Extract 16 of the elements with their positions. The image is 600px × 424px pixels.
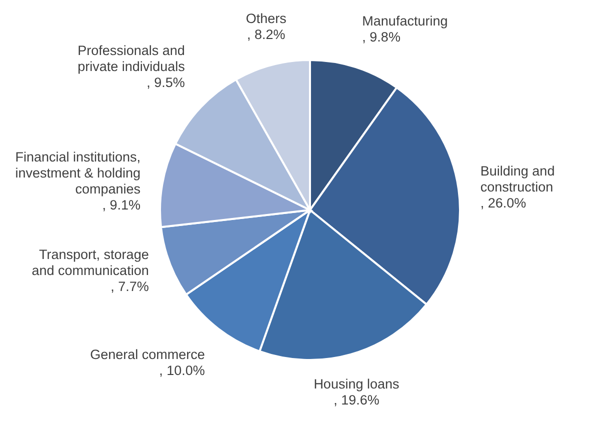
slice-label: Financial institutions, investment & holding companies: [15, 149, 141, 196]
slice-label: General commerce: [90, 346, 205, 362]
slice-label: Building and construction: [480, 163, 555, 194]
data-label: , 7.7%: [110, 278, 149, 294]
slice-label: Professionals and private individuals: [78, 43, 186, 74]
slice-label: Housing loans: [314, 376, 400, 392]
data-label: , 26.0%: [480, 195, 526, 210]
slice-label: Transport, storage and communication: [32, 246, 149, 278]
slice-label: Others: [246, 10, 287, 26]
data-label: , 9.8%: [362, 29, 400, 44]
data-label: , 19.6%: [334, 392, 380, 408]
data-label: , 10.0%: [159, 362, 205, 378]
data-label: , 8.2%: [246, 26, 286, 42]
data-label: , 9.1%: [102, 197, 141, 212]
slice-label: Manufacturing: [362, 13, 448, 28]
data-label: , 9.5%: [146, 75, 185, 90]
